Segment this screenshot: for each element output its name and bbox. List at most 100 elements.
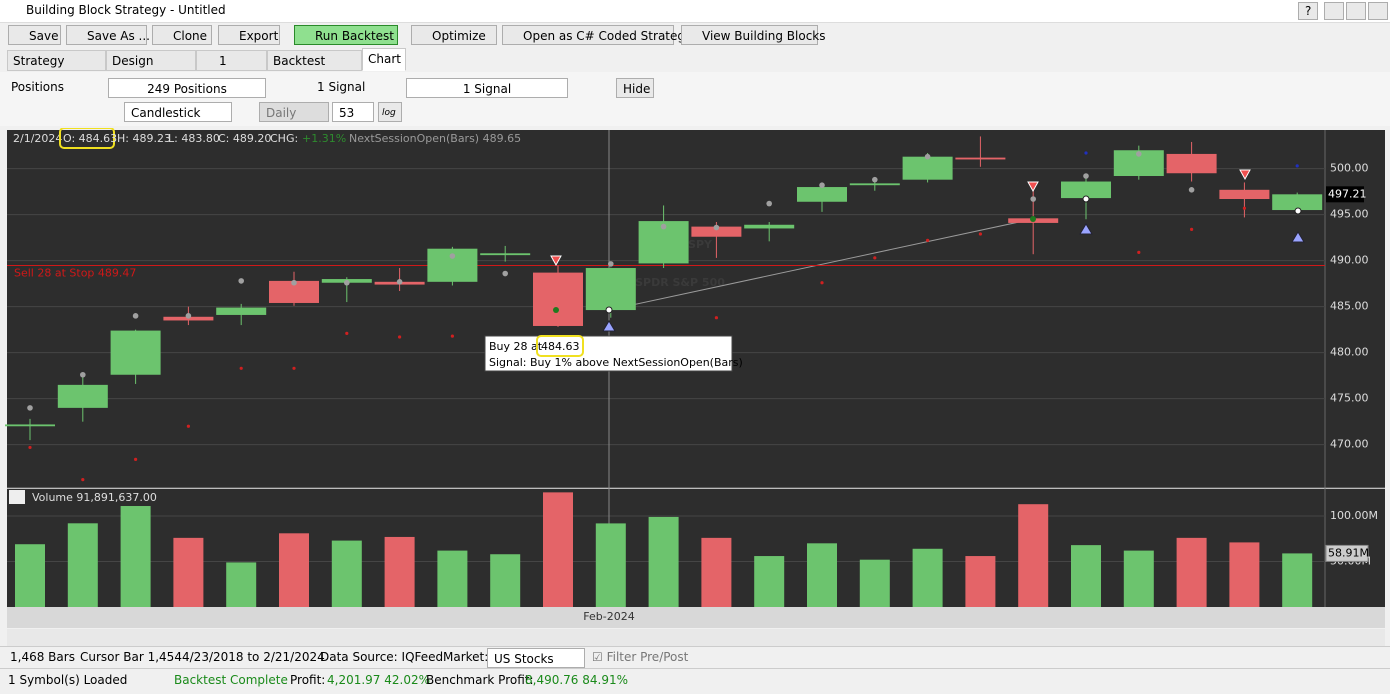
footer-profit-label: Profit: — [290, 673, 326, 687]
indicator-dot — [1030, 196, 1036, 202]
positions-count[interactable]: 249 Positions — [108, 78, 266, 98]
marks: Sell 28 at Stop 489.47 497.21 58.91M — [5, 136, 1369, 607]
toolbar-button[interactable]: View Building Blocks — [681, 25, 826, 45]
toolbar-button[interactable]: Clone — [152, 25, 212, 45]
candle-body — [110, 330, 161, 375]
filter-checkbox[interactable]: ☑ Filter Pre/Post — [592, 650, 689, 664]
title-bar: Building Block Strategy - Untitled ? — [0, 0, 1390, 23]
candle-body — [1061, 181, 1111, 199]
tooltip-line: Signal: Buy 1% above NextSessionOpen(Bar… — [489, 356, 743, 369]
y-tick-label: 485.00 — [1330, 300, 1369, 313]
chart-style[interactable]: Candlestick — [124, 102, 232, 122]
signal-count[interactable]: 1 Signal — [406, 78, 568, 98]
toolbar-button[interactable]: Save — [8, 25, 61, 45]
toolbar-button[interactable]: Save As ... — [66, 25, 150, 45]
indicator-dot — [819, 182, 825, 189]
toolbar-button[interactable]: Optimize — [411, 25, 497, 45]
buy-arrow — [602, 320, 616, 332]
volume-bar — [965, 556, 996, 607]
indicator-dot — [449, 253, 456, 259]
toolbar-button[interactable]: Open as C# Coded Strategy — [502, 25, 692, 45]
y-tick-label: 480.00 — [1330, 346, 1369, 359]
info-high: H: 489.23 — [117, 132, 171, 145]
candle-body — [269, 280, 319, 303]
scrollbar[interactable] — [7, 629, 1385, 646]
tab[interactable]: 1 Signal — [196, 50, 267, 89]
indicator-dot — [81, 478, 85, 482]
hide-button[interactable]: Hide — [616, 78, 654, 98]
price-panel — [7, 130, 1385, 488]
indicator-dot — [291, 279, 297, 286]
y-tick-label: 500.00 — [1330, 162, 1369, 175]
tab[interactable]: Strategy Settings — [7, 50, 106, 89]
indicator-dot — [1295, 164, 1299, 168]
volume-bar — [807, 543, 837, 607]
collapse-button[interactable] — [9, 490, 25, 504]
volume-bar — [859, 559, 890, 607]
indicator-dot — [185, 313, 192, 319]
candle-body — [1272, 194, 1323, 211]
indicator-dot — [714, 316, 719, 320]
close-button[interactable] — [1368, 2, 1388, 20]
indicator-dot — [1136, 151, 1142, 157]
volume-bar — [1018, 504, 1049, 607]
indicator-dot — [820, 281, 824, 285]
candle-body — [849, 183, 900, 186]
candle-body — [1166, 153, 1217, 174]
scale-select[interactable]: Daily — [259, 102, 329, 122]
footer-bench: 8,490.76 84.91% — [525, 673, 629, 687]
candle-body — [1219, 189, 1270, 200]
info-line: 2/1/2024 O: 484.63 H: 489.23 L: 483.80 C… — [13, 128, 521, 149]
date-axis — [7, 607, 1385, 628]
indicator-dot — [502, 270, 509, 277]
indicator-dot — [873, 256, 877, 260]
market-select[interactable]: US Stocks — [487, 648, 585, 668]
indicator-dot — [1083, 173, 1089, 179]
sell-arrow — [1027, 181, 1039, 193]
minimize-button[interactable] — [1324, 2, 1344, 20]
candle-body — [5, 424, 55, 427]
entry-marker — [1082, 195, 1090, 203]
indicator-dot — [608, 261, 614, 267]
indicator-dot — [713, 224, 720, 231]
status-source: Data Source: IQFeed — [320, 650, 444, 664]
indicator-dot — [80, 371, 86, 378]
fill-marker — [1030, 216, 1036, 222]
tab[interactable]: Backtest Results — [267, 50, 362, 89]
stop-label: Sell 28 at Stop 489.47 — [14, 267, 136, 280]
volume-bar — [490, 554, 521, 607]
highlight — [536, 335, 584, 357]
volume-bar — [384, 536, 415, 607]
footer-bar: 1 Symbol(s) Loaded Backtest Complete Pro… — [0, 668, 1390, 693]
indicator-dot — [186, 424, 190, 428]
last-price-box — [1326, 186, 1364, 203]
volume-bar — [279, 533, 309, 607]
candle-body — [744, 224, 795, 229]
signal-markers — [550, 169, 1305, 332]
toolbar-button[interactable]: Export — [218, 25, 280, 45]
indicator-dot — [345, 331, 349, 335]
help-button[interactable]: ? — [1298, 2, 1318, 20]
indicator-dot — [27, 405, 33, 411]
y-tick-label: 495.00 — [1330, 208, 1369, 221]
volume-bar — [912, 548, 943, 607]
tooltip-line: Buy 28 at — [489, 340, 543, 353]
filter-label: Filter Pre/Post — [606, 650, 689, 664]
volume-bar — [120, 506, 151, 607]
status-cursor: Cursor Bar 1,454 — [80, 650, 182, 664]
watermark-name: SPDR S&P 500 — [635, 276, 725, 289]
bars-input[interactable]: 53 — [332, 102, 374, 122]
signal-label: 1 Signal — [317, 80, 366, 94]
toolbar-button[interactable]: Run Backtest — [294, 25, 398, 45]
tooltip-price: 484.63 — [541, 340, 580, 353]
tab[interactable]: Chart — [362, 48, 406, 71]
log-button[interactable]: log — [378, 102, 402, 122]
buy-arrow — [1079, 223, 1093, 235]
indicator-dot — [978, 232, 983, 236]
status-bars: 1,468 Bars — [10, 650, 75, 664]
maximize-button[interactable] — [1346, 2, 1366, 20]
tab[interactable]: Design Surface — [106, 50, 196, 89]
indicator-dot — [239, 366, 243, 370]
volume-bar — [226, 562, 257, 607]
indicator-dot — [766, 200, 772, 207]
